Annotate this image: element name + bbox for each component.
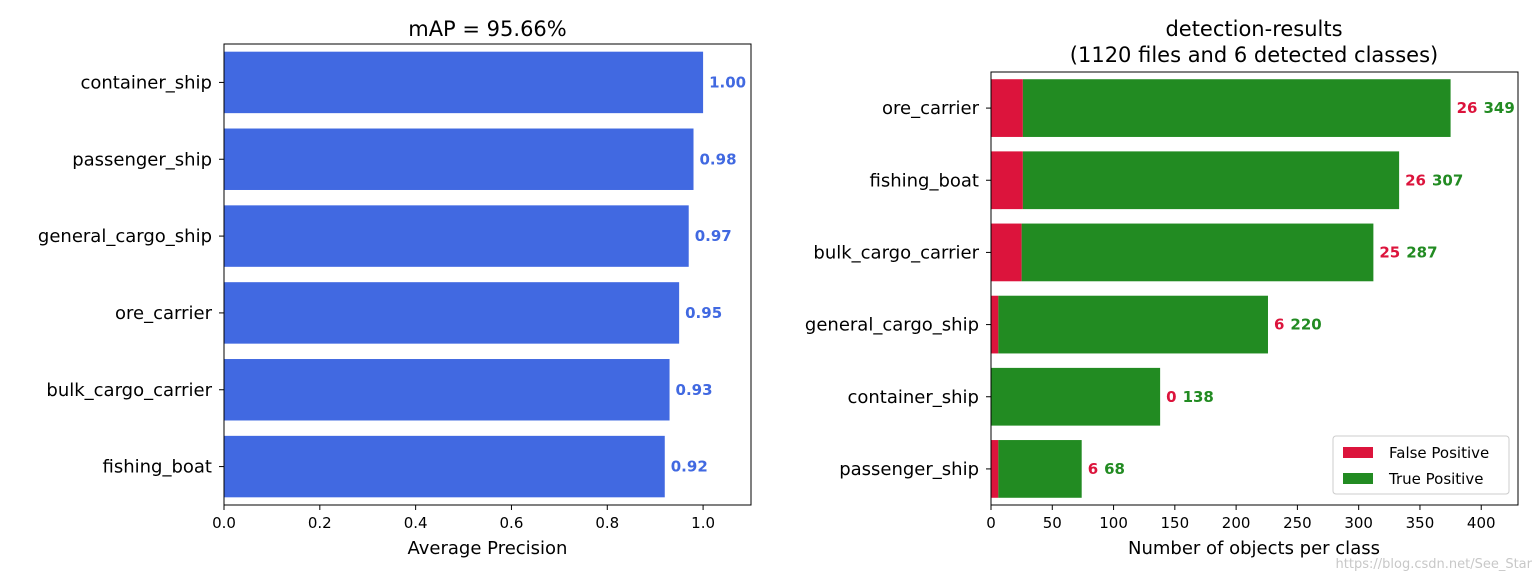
fp-bar-bulk_cargo_carrier	[991, 223, 1022, 282]
det-xtick-label: 150	[1161, 514, 1190, 532]
ap-plot-frame	[223, 43, 752, 506]
legend-swatch-true-positive	[1343, 473, 1373, 484]
watermark-text: https://blog.csdn.net/See_Star	[1335, 557, 1532, 572]
fp-value-label-general_cargo_ship: 6	[1274, 316, 1284, 334]
fp-value-label-bulk_cargo_carrier: 25	[1379, 243, 1400, 261]
ap-value-label-container_ship: 1.00	[709, 73, 746, 91]
legend-swatch-false-positive	[1343, 447, 1373, 458]
fp-value-label-container_ship: 0	[1166, 388, 1176, 406]
det-xtick-label: 350	[1406, 514, 1435, 532]
ap-bar-bulk_cargo_carrier	[224, 359, 670, 421]
det-ytick-label-ore_carrier: ore_carrier	[882, 98, 980, 119]
legend-label-false-positive: False Positive	[1389, 444, 1489, 462]
det-xtick-label: 100	[1099, 514, 1128, 532]
det-ytick-label-fishing_boat: fishing_boat	[870, 170, 980, 191]
tp-bar-bulk_cargo_carrier	[1021, 223, 1374, 282]
tp-bar-passenger_ship	[998, 440, 1082, 498]
tp-value-label-container_ship: 138	[1183, 388, 1214, 406]
ap-x-axis-label: Average Precision	[408, 538, 568, 559]
ap-value-label-ore_carrier: 0.95	[685, 304, 722, 322]
ap-value-label-bulk_cargo_carrier: 0.93	[676, 381, 713, 399]
ap-xtick-label: 0.2	[308, 514, 332, 532]
legend-box	[1332, 435, 1510, 495]
tp-value-label-ore_carrier: 349	[1483, 99, 1514, 117]
ap-bar-passenger_ship	[224, 128, 694, 190]
tp-bar-ore_carrier	[1022, 79, 1451, 137]
tp-value-label-fishing_boat: 307	[1432, 171, 1463, 189]
ap-value-label-fishing_boat: 0.92	[671, 458, 708, 476]
tp-value-label-passenger_ship: 68	[1104, 460, 1125, 478]
ap-value-label-passenger_ship: 0.98	[700, 150, 737, 168]
det-xtick-label: 300	[1344, 514, 1373, 532]
fp-value-label-fishing_boat: 26	[1405, 171, 1426, 189]
ap-bar-fishing_boat	[224, 435, 665, 498]
det-xtick-label: 50	[1043, 514, 1062, 532]
det-x-axis-label: Number of objects per class	[1128, 538, 1380, 559]
ap-ytick-label-container_ship: container_ship	[80, 72, 212, 93]
tp-bar-general_cargo_ship	[998, 295, 1268, 354]
ap-xtick-label: 1.0	[691, 514, 715, 532]
tp-bar-fishing_boat	[1022, 151, 1400, 210]
det-ytick-label-passenger_ship: passenger_ship	[839, 459, 979, 480]
fp-value-label-ore_carrier: 26	[1457, 99, 1478, 117]
ap-ytick-label-fishing_boat: fishing_boat	[103, 457, 213, 478]
det-xtick-label: 200	[1222, 514, 1251, 532]
ap-value-label-general_cargo_ship: 0.97	[695, 227, 732, 245]
ap-ytick-label-passenger_ship: passenger_ship	[72, 149, 212, 170]
fp-bar-ore_carrier	[991, 79, 1023, 137]
ap-ytick-label-ore_carrier: ore_carrier	[115, 303, 213, 324]
ap-xtick-label: 0.0	[212, 514, 236, 532]
ap-xtick-label: 0.8	[595, 514, 619, 532]
fp-bar-fishing_boat	[991, 151, 1023, 210]
ap-bar-ore_carrier	[224, 282, 680, 344]
fp-value-label-passenger_ship: 6	[1088, 460, 1098, 478]
ap-chart-title: mAP = 95.66%	[408, 17, 567, 41]
ap-ytick-label-general_cargo_ship: general_cargo_ship	[38, 226, 212, 247]
ap-xtick-label: 0.4	[404, 514, 428, 532]
ap-bar-general_cargo_ship	[224, 205, 689, 267]
legend-label-true-positive: True Positive	[1388, 470, 1483, 488]
ap-bar-container_ship	[224, 51, 704, 114]
det-ytick-label-general_cargo_ship: general_cargo_ship	[805, 315, 979, 336]
tp-value-label-general_cargo_ship: 220	[1290, 316, 1321, 334]
tp-value-label-bulk_cargo_carrier: 287	[1406, 243, 1437, 261]
det-chart-title: detection-results	[1165, 17, 1342, 41]
ap-ytick-label-bulk_cargo_carrier: bulk_cargo_carrier	[46, 380, 212, 401]
det-xtick-label: 0	[986, 514, 996, 532]
tp-bar-container_ship	[991, 367, 1161, 426]
fp-bar-general_cargo_ship	[991, 295, 999, 354]
fp-bar-passenger_ship	[991, 440, 999, 498]
det-ytick-label-bulk_cargo_carrier: bulk_cargo_carrier	[813, 242, 979, 263]
det-plot-frame	[990, 71, 1519, 506]
det-chart-subtitle: (1120 files and 6 detected classes)	[1070, 43, 1438, 67]
det-ytick-label-container_ship: container_ship	[847, 387, 979, 408]
ap-xtick-label: 0.6	[500, 514, 524, 532]
det-xtick-label: 400	[1467, 514, 1496, 532]
det-xtick-label: 250	[1283, 514, 1312, 532]
